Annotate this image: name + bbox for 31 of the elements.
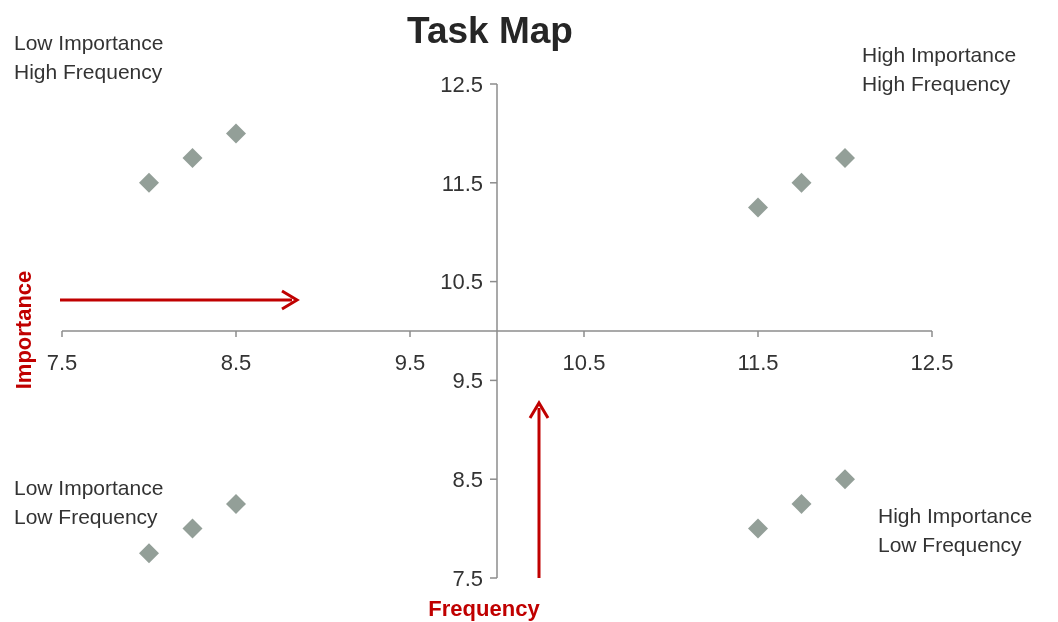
x-tick-label: 10.5 — [562, 350, 606, 375]
point — [226, 493, 246, 514]
text: Low Importance High Frequency — [14, 31, 164, 83]
y-tick-label: 10.5 — [440, 269, 483, 295]
x-axis-title: Frequency — [428, 596, 541, 621]
chart-title: Task Map — [407, 10, 573, 51]
point — [139, 543, 159, 564]
point — [791, 493, 812, 514]
point — [182, 518, 203, 539]
y-tick-label: 7.5 — [452, 565, 483, 591]
point — [182, 148, 203, 169]
annotation: High Importance High Frequency — [862, 43, 1017, 95]
y-tick-label: 9.5 — [452, 368, 483, 394]
point — [835, 469, 855, 490]
point — [139, 172, 159, 193]
x-tick-label: 11.5 — [737, 350, 779, 375]
point — [791, 172, 812, 193]
annotation: Low Importance Low Frequency — [14, 476, 164, 528]
y-tick-label: 8.5 — [452, 466, 483, 492]
point — [226, 123, 246, 144]
y-tick-label: 12.5 — [440, 71, 483, 97]
point — [748, 518, 768, 539]
x-tick-label: 8.5 — [220, 350, 252, 375]
point — [835, 148, 855, 169]
x-tick-label: 7.5 — [46, 350, 78, 375]
x-tick-label: 9.5 — [394, 350, 426, 375]
y-axis-title: Importance — [11, 270, 36, 390]
point — [748, 197, 768, 218]
x-tick-label: 12.5 — [910, 350, 954, 375]
annotation: High Importance Low Frequency — [878, 504, 1033, 556]
y-tick-label: 11.5 — [441, 170, 483, 196]
